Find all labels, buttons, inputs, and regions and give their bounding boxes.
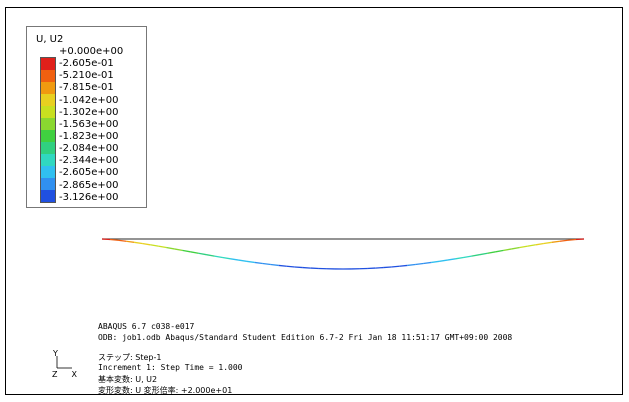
- deformed-segment: [535, 242, 544, 246]
- deformed-segment: [399, 264, 408, 267]
- deformed-segment: [463, 255, 472, 259]
- deformed-segment: [294, 266, 303, 269]
- deformed-segment: [190, 251, 199, 254]
- legend-color-segment: [41, 142, 55, 154]
- deformed-segment: [117, 239, 127, 242]
- triad-z-label: Z: [52, 370, 58, 379]
- legend: U, U2 +0.000e+00 -2.605e-01 -5.210e-01 -7.8…: [26, 26, 147, 208]
- legend-color-segment: [41, 190, 55, 202]
- info-step: ステップ: Step-1: [98, 353, 162, 362]
- legend-label: -7.815e-01: [59, 82, 114, 94]
- legend-label: -3.126e+00: [59, 191, 119, 203]
- deformed-segment: [142, 242, 151, 246]
- deformed-segment: [134, 241, 143, 245]
- legend-color-segment: [41, 70, 55, 82]
- legend-label: -1.042e+00: [59, 94, 119, 106]
- deformed-segment: [415, 262, 424, 266]
- triad-x-label: X: [71, 370, 77, 379]
- legend-label: -5.210e-01: [59, 70, 114, 82]
- legend-title: U, U2: [36, 34, 64, 45]
- legend-color-segment: [41, 58, 55, 70]
- legend-color-segment: [41, 166, 55, 178]
- legend-color-segment: [41, 178, 55, 190]
- deformed-segment: [479, 252, 488, 256]
- deformed-segment: [198, 252, 207, 256]
- deformed-segment: [495, 249, 504, 253]
- legend-color-segment: [41, 130, 55, 142]
- deformed-segment: [206, 254, 215, 257]
- deformed-segment: [471, 254, 480, 257]
- deformed-segment: [391, 265, 400, 268]
- deformed-segment: [174, 248, 183, 252]
- legend-color-segment: [41, 154, 55, 166]
- info-odb: ODB: job1.odb Abaqus/Standard Student Ed…: [98, 333, 513, 342]
- info-deformed-var: 変形変数: U 変形倍率: +2.000e+01: [98, 386, 233, 395]
- legend-label: +0.000e+00: [59, 46, 124, 57]
- deformed-segment: [383, 266, 392, 269]
- deformed-segment: [567, 238, 577, 241]
- legend-color-bar: [40, 57, 56, 203]
- deformed-segment: [551, 240, 560, 243]
- deformed-segment: [407, 263, 416, 267]
- deformed-segment: [238, 259, 247, 262]
- deformed-segment: [270, 263, 279, 267]
- deformed-segment: [302, 266, 311, 269]
- legend-color-segment: [41, 118, 55, 130]
- deformed-segment: [262, 262, 271, 266]
- deformed-segment: [375, 266, 384, 269]
- deformed-segment: [431, 260, 440, 264]
- legend-label: -1.302e+00: [59, 106, 119, 118]
- legend-label: -2.605e-01: [59, 58, 114, 70]
- deformed-segment: [214, 255, 223, 259]
- deformed-segment: [246, 260, 255, 264]
- deformed-segment: [126, 240, 135, 243]
- deformed-segment: [511, 246, 520, 250]
- info-version: ABAQUS 6.7 c038-e017: [98, 322, 195, 331]
- legend-color-segment: [41, 94, 55, 106]
- triad-y-label: Y: [53, 349, 58, 358]
- deformed-segment: [423, 261, 432, 265]
- info-increment: Increment 1: Step Time = 1.000: [98, 363, 243, 372]
- deformed-beam-curve: [101, 238, 585, 270]
- info-primary-var: 基本変数: U, U2: [98, 375, 158, 384]
- deformed-segment: [487, 251, 496, 254]
- deformed-segment: [158, 245, 167, 249]
- deformed-segment: [222, 256, 231, 260]
- deformed-segment: [503, 248, 512, 252]
- legend-color-segment: [41, 82, 55, 94]
- legend-color-segment: [41, 106, 55, 118]
- deformed-segment: [543, 241, 552, 245]
- deformed-segment: [286, 265, 295, 268]
- deformed-segment: [166, 246, 175, 250]
- deformed-segment: [439, 259, 448, 262]
- deformed-segment: [519, 245, 528, 249]
- legend-label: -2.084e+00: [59, 143, 119, 155]
- deformed-segment: [150, 244, 159, 247]
- deformed-segment: [278, 264, 287, 267]
- deformed-segment: [230, 258, 239, 261]
- legend-labels: +0.000e+00 -2.605e-01 -5.210e-01 -7.815e-01…: [59, 46, 149, 204]
- legend-label: -2.605e+00: [59, 167, 119, 179]
- legend-label: -2.865e+00: [59, 179, 119, 191]
- deformed-segment: [254, 261, 263, 265]
- deformed-segment: [109, 238, 119, 241]
- deformed-segment: [527, 244, 536, 247]
- legend-label: -1.563e+00: [59, 118, 119, 130]
- deformed-segment: [447, 258, 456, 261]
- deformed-segment: [182, 249, 191, 253]
- deformed-segment: [455, 256, 464, 260]
- legend-label: -1.823e+00: [59, 130, 119, 142]
- deformed-segment: [559, 239, 569, 242]
- legend-label: -2.344e+00: [59, 155, 119, 167]
